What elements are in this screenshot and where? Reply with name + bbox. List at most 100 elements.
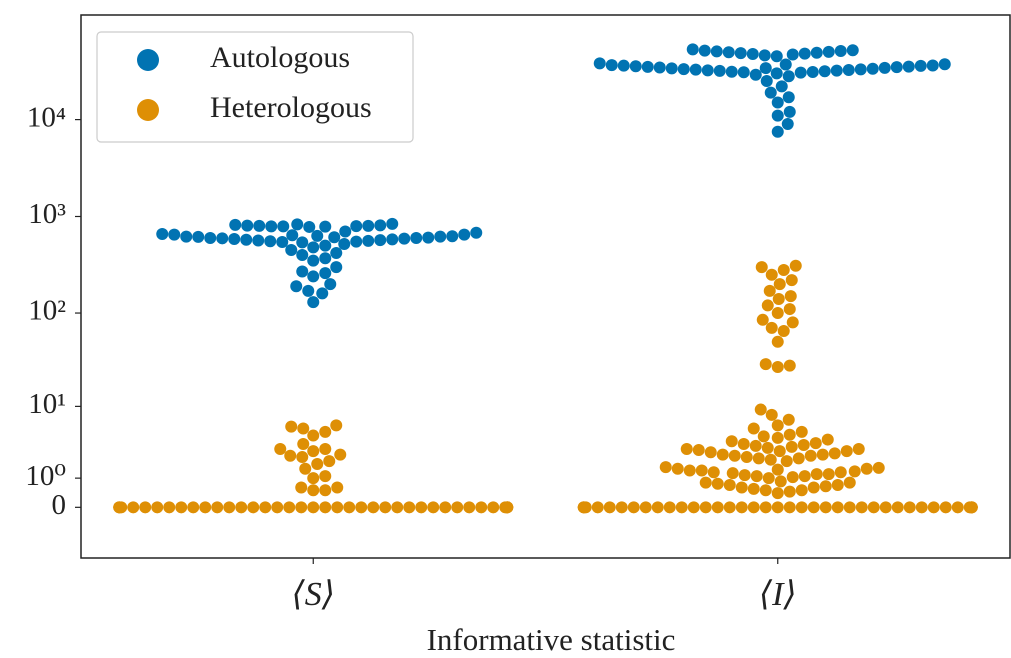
y-tick-label: 10¹ [28, 388, 66, 420]
swarm-point [286, 229, 299, 242]
swarm-point [759, 358, 772, 371]
swarm-point [687, 501, 700, 514]
swarm-point [307, 296, 320, 309]
swarm-point [816, 448, 829, 461]
swarm-point [330, 246, 343, 259]
swarm-point [749, 439, 762, 452]
swarm-point [403, 501, 416, 514]
swarm-point [284, 449, 297, 462]
swarm-point [591, 501, 604, 514]
swarm-point [339, 225, 352, 238]
swarm-point [735, 481, 748, 494]
swarm-point [229, 218, 242, 231]
swarm-point [747, 422, 760, 435]
swarm-point [617, 59, 630, 72]
swarm-point [872, 461, 885, 474]
swarm-point [734, 47, 747, 60]
swarm-point [765, 408, 778, 421]
swarm-point [319, 239, 332, 252]
swarm-point [311, 457, 324, 470]
swarm-point [415, 501, 428, 514]
swarm-point [728, 449, 741, 462]
swarm-point [722, 46, 735, 59]
swarm-point [259, 501, 272, 514]
swarm-point [240, 233, 253, 246]
swarm-point [713, 64, 726, 77]
swarm-point [760, 75, 773, 88]
swarm-point [939, 501, 952, 514]
swarm-point [264, 235, 277, 248]
swarm-point [605, 59, 618, 72]
swarm-point [771, 501, 784, 514]
swarm-point [746, 48, 759, 61]
swarm-point [410, 231, 423, 244]
swarm-point [156, 227, 169, 240]
swarm-point [277, 220, 290, 233]
swarm-point [247, 501, 260, 514]
swarm-point [316, 287, 329, 300]
y-tick-label: 0 [52, 489, 67, 521]
swarm-point [737, 66, 750, 79]
swarm-point [386, 217, 399, 230]
swarm-point [677, 63, 690, 76]
swarm-point [795, 501, 808, 514]
swarm-point [331, 501, 344, 514]
swarm-point [665, 62, 678, 75]
swarm-point [773, 278, 786, 291]
swarm-point [577, 501, 590, 514]
swarm-point [362, 234, 375, 247]
swarm-point [779, 58, 792, 71]
swarm-point [362, 219, 375, 232]
swarm-point [343, 501, 356, 514]
swarm-point [615, 501, 628, 514]
swarm-point [831, 501, 844, 514]
swarm-point [330, 261, 343, 274]
swarm-point [307, 270, 320, 283]
swarm-point [307, 241, 320, 254]
swarm-point [367, 501, 380, 514]
swarm-point [785, 274, 798, 287]
swarm-point [113, 501, 126, 514]
swarm-point [807, 481, 820, 494]
swarm-point [139, 501, 152, 514]
swarm-point [175, 501, 188, 514]
swarm-point [758, 49, 771, 62]
swarm-point [781, 118, 794, 131]
swarm-point [319, 252, 332, 265]
swarm-point [422, 231, 435, 244]
swarm-point [735, 501, 748, 514]
swarm-point [180, 230, 193, 243]
swarm-point [771, 463, 784, 476]
swarm-point [307, 445, 320, 458]
swarm-point [830, 64, 843, 77]
swarm-point [307, 254, 320, 267]
swarm-point [427, 501, 440, 514]
legend-box [96, 31, 414, 143]
legend-label: Heterologous [210, 91, 372, 124]
swarm-point [834, 466, 847, 479]
y-tick-label: 10⁰ [25, 460, 66, 492]
swarm-point [319, 267, 332, 280]
swarm-point [785, 440, 798, 453]
swarm-point [725, 435, 738, 448]
swarm-point [319, 484, 332, 497]
swarm-point [295, 481, 308, 494]
swarm-point [653, 61, 666, 74]
swarm-point [902, 60, 915, 73]
swarm-point [798, 47, 811, 60]
swarm-point [627, 501, 640, 514]
swarm-point [629, 60, 642, 73]
x-tick-label: ⟨S⟩ [291, 576, 335, 613]
swarm-point [463, 501, 476, 514]
swarm-point [846, 44, 859, 57]
y-tick-label: 10⁴ [27, 101, 66, 133]
swarm-point [379, 501, 392, 514]
swarm-point [771, 431, 784, 444]
swarm-point [783, 485, 796, 498]
swarm-point [439, 501, 452, 514]
swarm-point [216, 232, 229, 245]
swarm-point [285, 244, 298, 257]
swarm-point [783, 428, 796, 441]
swarm-point [723, 501, 736, 514]
swarm-point [822, 45, 835, 58]
